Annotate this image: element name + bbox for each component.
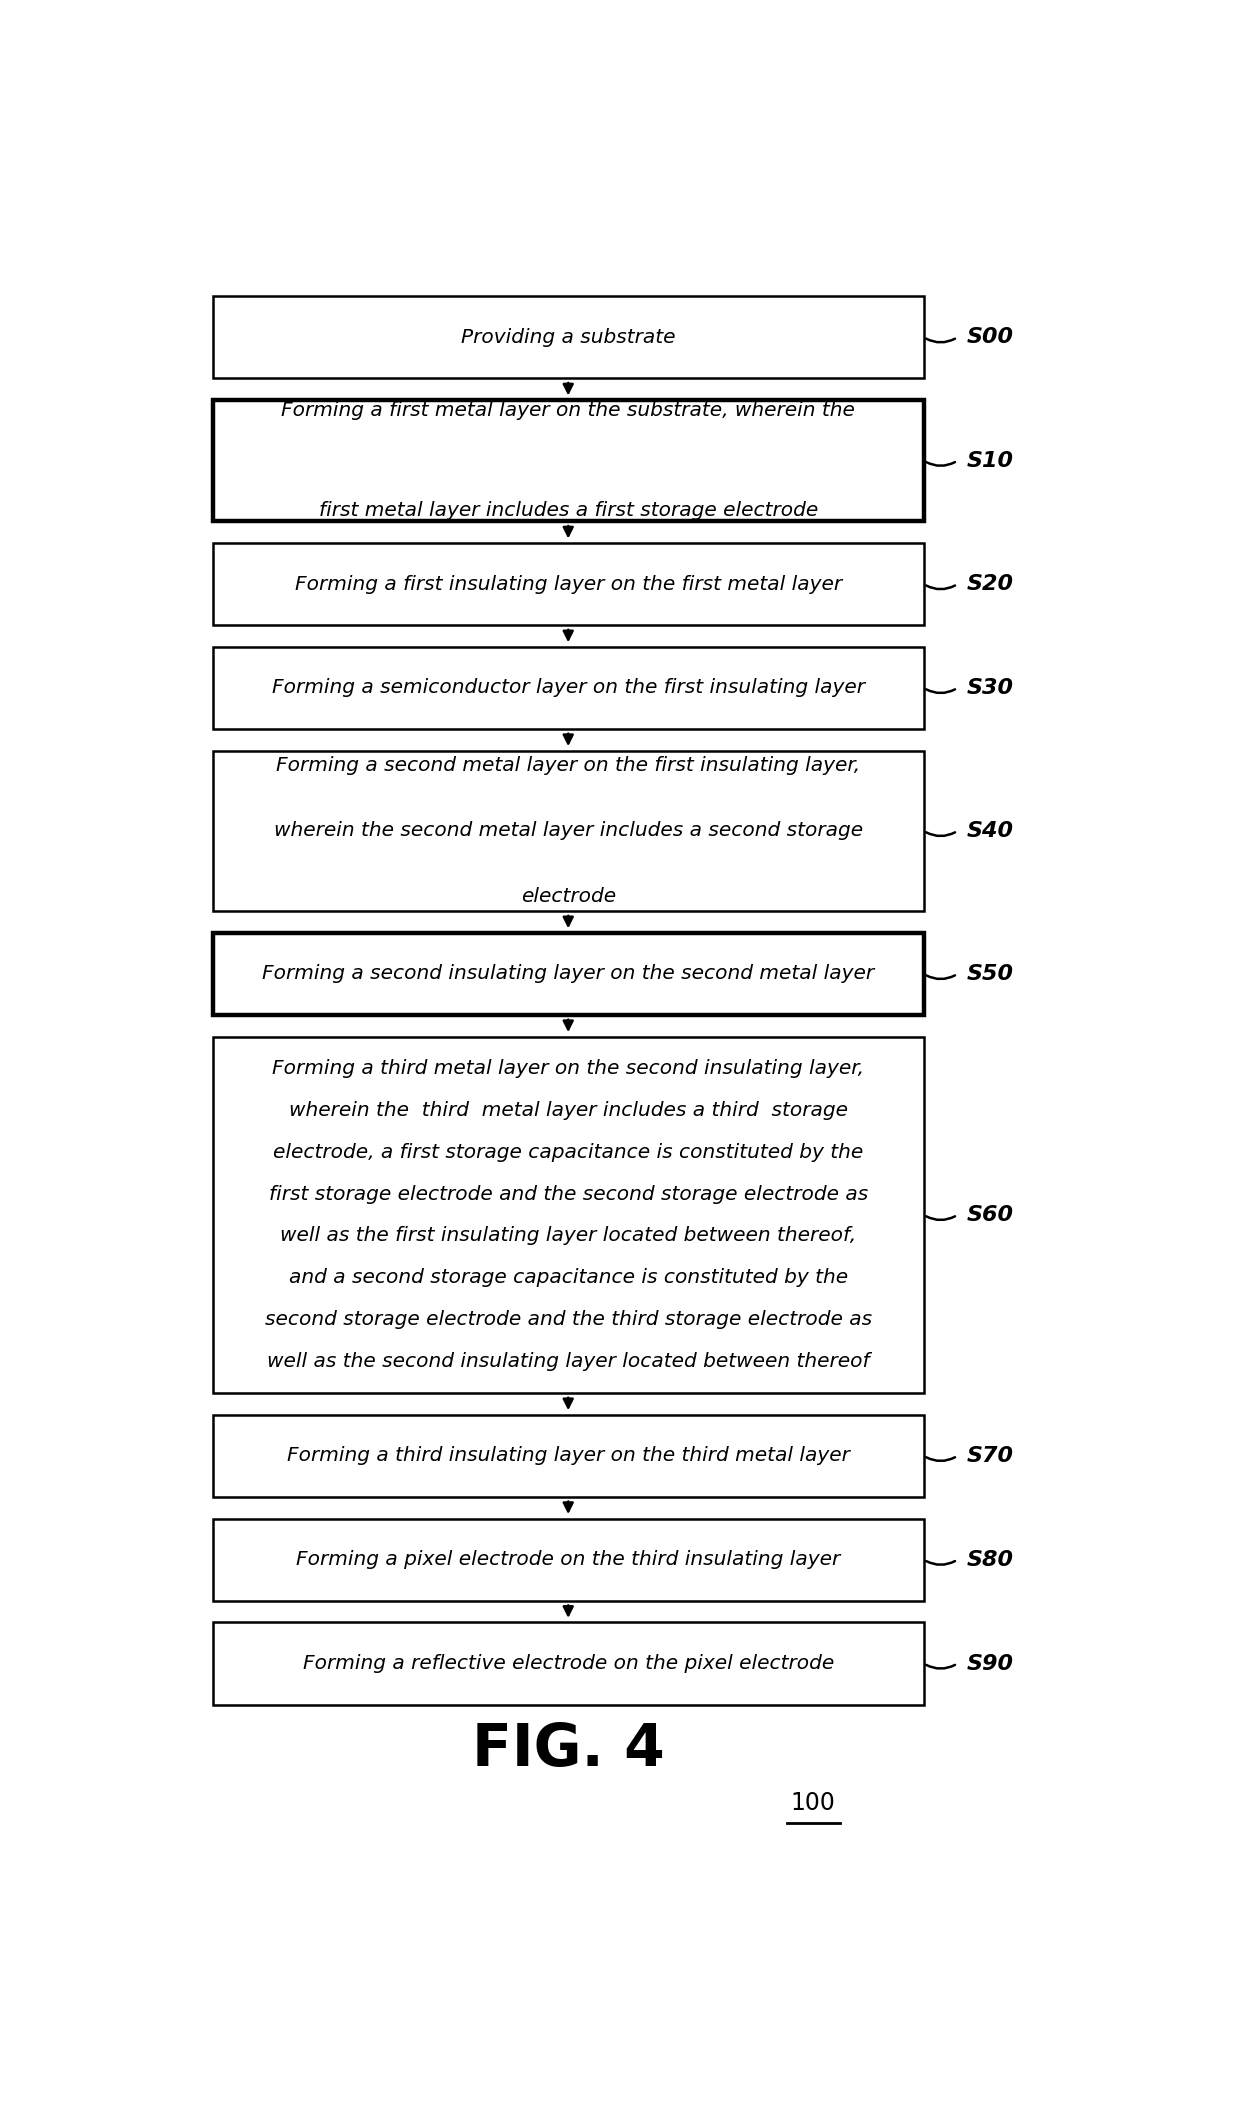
Text: S80: S80 bbox=[967, 1551, 1014, 1570]
Bar bbox=[213, 1519, 924, 1602]
Text: S40: S40 bbox=[967, 821, 1014, 840]
Text: Forming a third insulating layer on the third metal layer: Forming a third insulating layer on the … bbox=[286, 1446, 849, 1466]
Text: S10: S10 bbox=[967, 451, 1014, 470]
Bar bbox=[213, 934, 924, 1015]
Bar bbox=[213, 400, 924, 521]
Text: Forming a second metal layer on the first insulating layer,: Forming a second metal layer on the firs… bbox=[277, 755, 861, 774]
Text: S50: S50 bbox=[967, 964, 1014, 985]
Text: Forming a second insulating layer on the second metal layer: Forming a second insulating layer on the… bbox=[262, 964, 874, 983]
Text: Forming a reflective electrode on the pixel electrode: Forming a reflective electrode on the pi… bbox=[303, 1655, 833, 1674]
Text: first metal layer includes a first storage electrode: first metal layer includes a first stora… bbox=[319, 502, 818, 519]
Text: Providing a substrate: Providing a substrate bbox=[461, 328, 676, 347]
Text: and a second storage capacitance is constituted by the: and a second storage capacitance is cons… bbox=[289, 1268, 848, 1287]
Text: S20: S20 bbox=[967, 574, 1014, 593]
Text: electrode, a first storage capacitance is constituted by the: electrode, a first storage capacitance i… bbox=[273, 1142, 863, 1161]
Text: Forming a first metal layer on the substrate, wherein the: Forming a first metal layer on the subst… bbox=[281, 402, 856, 421]
Text: first storage electrode and the second storage electrode as: first storage electrode and the second s… bbox=[269, 1185, 868, 1204]
Text: 100: 100 bbox=[791, 1791, 836, 1814]
Text: second storage electrode and the third storage electrode as: second storage electrode and the third s… bbox=[264, 1310, 872, 1329]
Text: S00: S00 bbox=[967, 328, 1014, 347]
Text: electrode: electrode bbox=[521, 887, 616, 906]
Bar bbox=[213, 1414, 924, 1497]
Bar bbox=[213, 751, 924, 910]
Text: wherein the second metal layer includes a second storage: wherein the second metal layer includes … bbox=[274, 821, 863, 840]
Text: well as the first insulating layer located between thereof,: well as the first insulating layer locat… bbox=[280, 1227, 857, 1244]
Text: S90: S90 bbox=[967, 1653, 1014, 1674]
Bar bbox=[213, 542, 924, 625]
Bar bbox=[213, 647, 924, 730]
Text: Forming a first insulating layer on the first metal layer: Forming a first insulating layer on the … bbox=[295, 574, 842, 593]
Text: S60: S60 bbox=[967, 1204, 1014, 1225]
Text: S30: S30 bbox=[967, 679, 1014, 698]
Bar bbox=[213, 1036, 924, 1393]
Text: S70: S70 bbox=[967, 1446, 1014, 1466]
Text: wherein the  third  metal layer includes a third  storage: wherein the third metal layer includes a… bbox=[289, 1102, 848, 1121]
Text: Forming a third metal layer on the second insulating layer,: Forming a third metal layer on the secon… bbox=[273, 1059, 864, 1078]
Text: Forming a pixel electrode on the third insulating layer: Forming a pixel electrode on the third i… bbox=[296, 1551, 841, 1570]
Text: well as the second insulating layer located between thereof: well as the second insulating layer loca… bbox=[267, 1351, 869, 1370]
Text: Forming a semiconductor layer on the first insulating layer: Forming a semiconductor layer on the fir… bbox=[272, 679, 864, 698]
Bar bbox=[213, 296, 924, 379]
Bar bbox=[213, 1623, 924, 1704]
Text: FIG. 4: FIG. 4 bbox=[472, 1721, 665, 1778]
